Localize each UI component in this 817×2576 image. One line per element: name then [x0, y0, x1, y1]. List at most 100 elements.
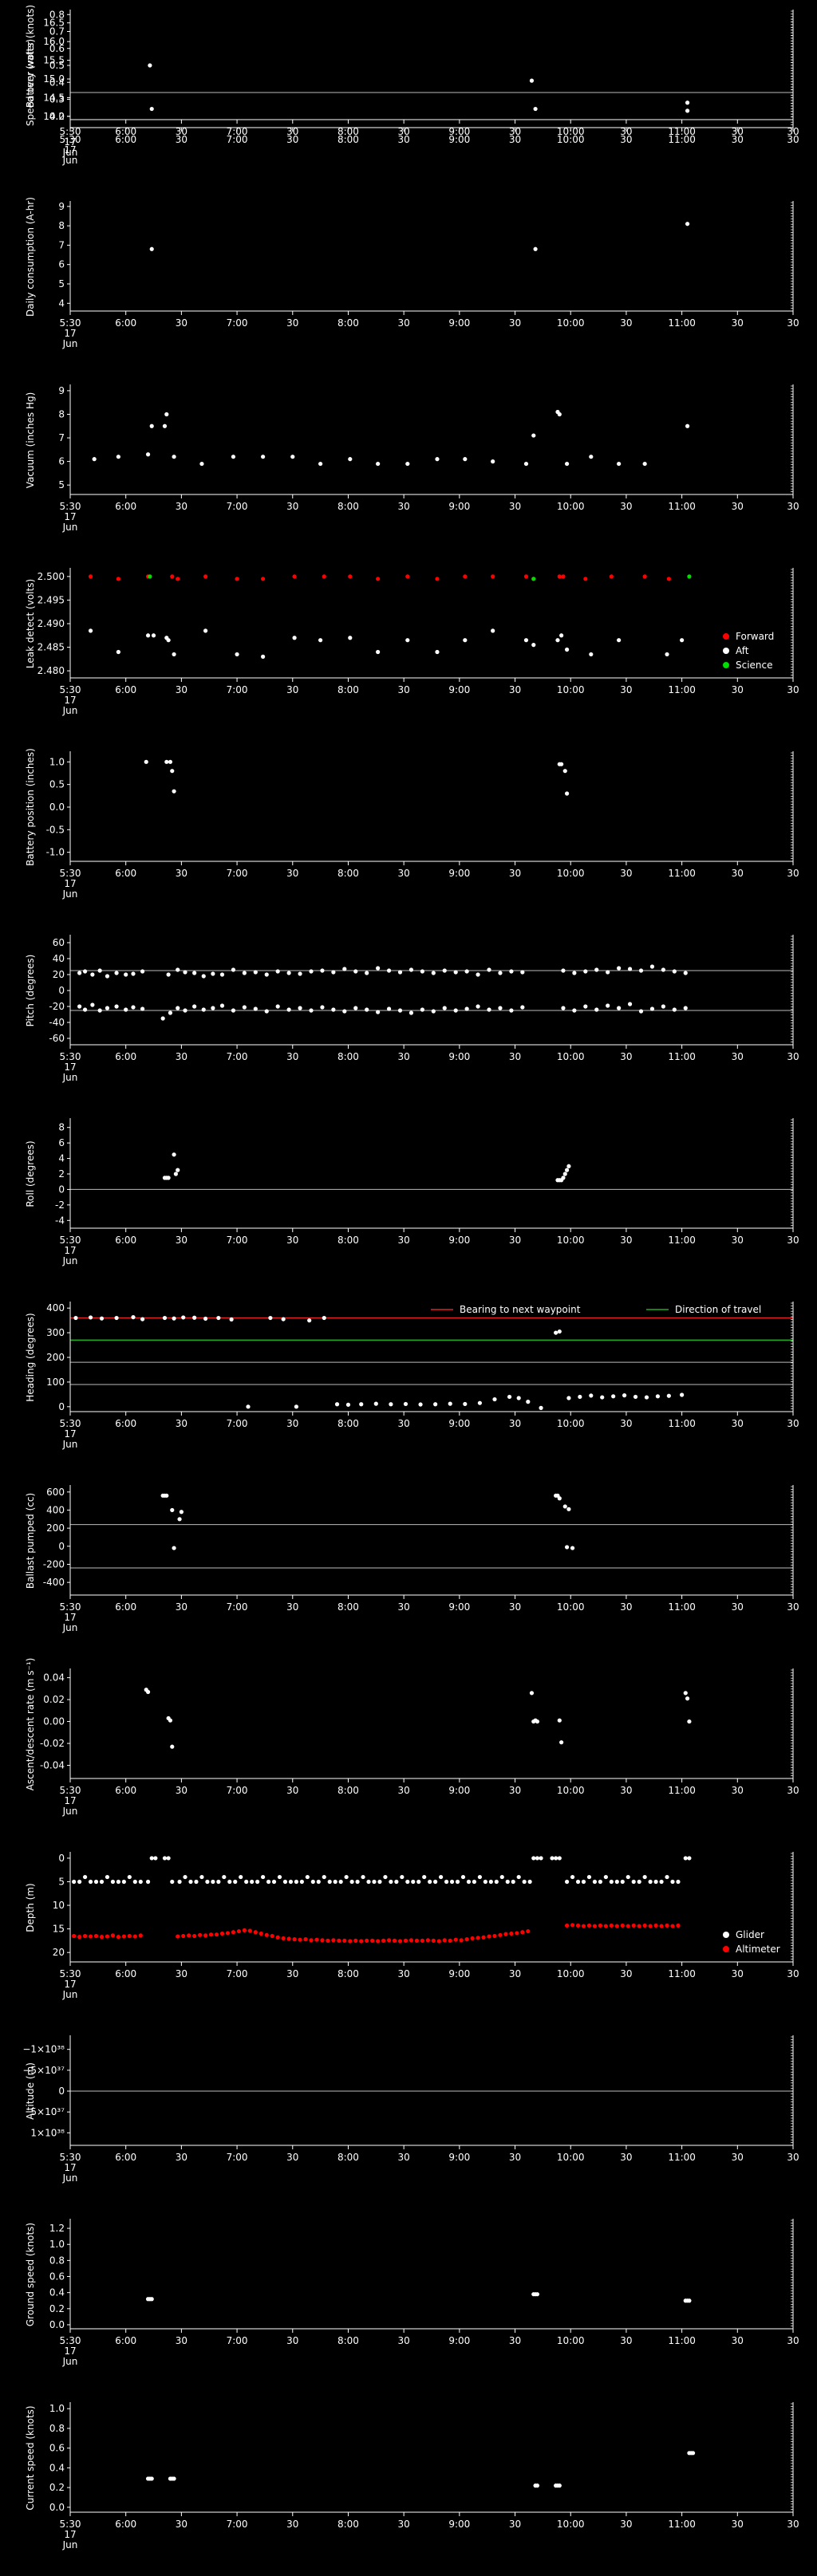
data-point: [318, 461, 323, 467]
data-point: [464, 969, 469, 974]
y-axis-label: Ground speed (knots): [25, 2223, 36, 2326]
data-point: [149, 106, 154, 112]
data-point: [435, 649, 440, 655]
data-point: [359, 1939, 364, 1944]
data-point: [216, 1879, 221, 1885]
data-point: [433, 1402, 438, 1407]
data-point: [203, 574, 208, 579]
data-point: [476, 1936, 480, 1940]
data-point: [140, 969, 145, 974]
x-tick-label: 8:00: [337, 1785, 359, 1796]
chart-pitch-degrees: -60 -40 -20 0 20 40 60 Pitch (degrees) 5:30 6:00 3…: [25, 935, 799, 1083]
x-tick-label: 30: [620, 1601, 632, 1613]
date-label-month: Jun: [62, 1622, 78, 1633]
data-point: [172, 1152, 176, 1157]
x-tick-label: 30: [620, 501, 632, 512]
data-point: [533, 106, 538, 112]
data-point: [172, 1546, 176, 1550]
data-point: [594, 1007, 599, 1012]
data-point: [557, 412, 562, 417]
data-point: [680, 638, 685, 643]
data-point: [572, 971, 577, 975]
x-tick-label: 30: [787, 868, 799, 879]
y-tick-label: 400: [46, 1302, 65, 1314]
data-point: [114, 1315, 119, 1321]
data-point: [561, 968, 566, 973]
y-tick-label: 100: [46, 1377, 65, 1388]
data-point: [153, 1856, 158, 1861]
data-point: [444, 1879, 449, 1885]
x-tick-label: 30: [398, 501, 410, 512]
data-point: [672, 1007, 677, 1012]
data-point: [683, 1691, 688, 1696]
data-point: [509, 1931, 514, 1936]
data-point: [627, 967, 633, 971]
data-point: [162, 1315, 168, 1321]
data-point: [177, 1517, 182, 1522]
data-point: [170, 1744, 175, 1749]
y-tick-label: -20: [49, 1001, 65, 1012]
y-tick-label: 10: [53, 1900, 65, 1911]
data-point: [344, 1874, 349, 1880]
data-point: [418, 1402, 423, 1407]
data-point: [148, 574, 152, 579]
data-point: [561, 1006, 566, 1010]
x-tick-label: 8:00: [337, 1418, 359, 1429]
x-tick-label: 30: [787, 1601, 799, 1613]
data-point: [408, 1010, 414, 1015]
panel-roll-degrees: -4 -2 0 2 4 6 8 Roll (degrees) 5:30 6:00 30 7:00 30 8…: [0, 1109, 817, 1292]
x-tick-label: 30: [732, 1601, 744, 1613]
data-point: [348, 636, 353, 640]
data-point: [365, 1938, 369, 1943]
y-tick-label: 6: [58, 456, 65, 467]
y-tick-label: 5: [58, 278, 65, 290]
data-point: [216, 1315, 221, 1321]
y-tick-label: 20: [53, 969, 65, 980]
x-tick-label: 6:00: [115, 2152, 136, 2163]
x-tick-label: 6:00: [115, 1051, 136, 1062]
x-tick-label: 30: [398, 2519, 410, 2530]
y-tick-label: 1.0: [49, 756, 65, 767]
data-point: [583, 969, 588, 974]
y-tick-label: 15: [53, 1924, 65, 1935]
x-tick-label: 30: [732, 2519, 744, 2530]
panel-heading-degrees: 0 100 200 300 400 Heading (degrees) 5:30 6:00 30…: [0, 1292, 817, 1475]
x-tick-label: 30: [176, 126, 187, 137]
data-point: [670, 1924, 675, 1928]
y-tick-label: -400: [43, 1577, 65, 1588]
data-point: [286, 1007, 291, 1012]
data-point: [463, 574, 468, 579]
date-label-month: Jun: [62, 155, 78, 166]
data-point: [397, 970, 403, 975]
data-point: [578, 1394, 582, 1400]
x-tick-label: 5:30: [60, 1051, 81, 1062]
data-point: [617, 1006, 622, 1010]
data-point: [342, 1938, 347, 1943]
x-tick-label: 9:00: [448, 126, 470, 137]
chart-speed-over-water-knots: 0.2 0.3 0.4 0.5 0.6 0.7 0.8 Speed over water (k…: [25, 5, 799, 158]
data-point: [400, 1874, 405, 1880]
data-point: [572, 1008, 577, 1013]
x-tick-label: 7:00: [227, 684, 248, 695]
data-point: [162, 1856, 168, 1861]
data-point: [105, 1874, 110, 1880]
x-tick-label: 30: [398, 1418, 410, 1429]
x-tick-label: 30: [176, 2335, 187, 2346]
y-tick-label: 0.0: [49, 2502, 65, 2513]
data-point: [583, 1004, 588, 1009]
data-point: [298, 1937, 302, 1942]
x-tick-label: 6:00: [115, 2519, 136, 2530]
data-point: [88, 628, 93, 633]
data-point: [172, 789, 176, 794]
data-point: [687, 2298, 692, 2303]
y-tick-label: 14.5: [43, 92, 65, 103]
x-tick-label: 30: [509, 317, 521, 329]
y-tick-label: −1×10³⁸: [22, 2044, 65, 2055]
data-point: [620, 1879, 625, 1885]
data-point: [253, 1930, 258, 1935]
data-point: [334, 1402, 340, 1407]
data-point: [389, 1879, 393, 1885]
x-tick-label: 30: [176, 1601, 187, 1613]
y-axis-label: Battery position (inches): [25, 748, 36, 866]
data-point: [491, 459, 495, 464]
